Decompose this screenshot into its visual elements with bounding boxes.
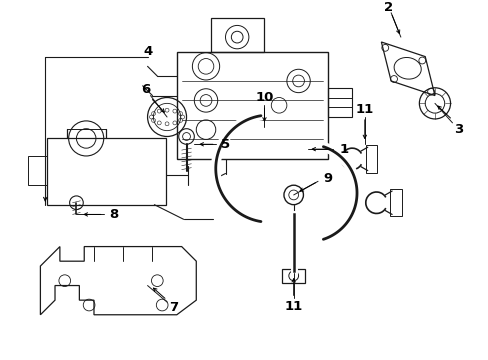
- Text: 9: 9: [323, 172, 332, 185]
- Text: 11: 11: [355, 103, 373, 116]
- Text: 5: 5: [221, 138, 229, 151]
- Text: 2: 2: [383, 1, 392, 14]
- Text: 4: 4: [142, 45, 152, 58]
- Text: 8: 8: [109, 208, 118, 221]
- Bar: [327, 88, 351, 117]
- Bar: [210, 18, 264, 52]
- Bar: [28, 156, 47, 185]
- Text: 10: 10: [255, 91, 273, 104]
- Text: 7: 7: [169, 301, 178, 314]
- Bar: [47, 139, 166, 205]
- Text: 1: 1: [339, 143, 348, 156]
- Bar: [365, 145, 377, 172]
- Bar: [389, 189, 401, 216]
- Text: 3: 3: [453, 123, 462, 136]
- Text: 11: 11: [284, 300, 302, 312]
- Bar: [282, 269, 305, 283]
- Bar: [177, 52, 327, 159]
- Text: 6: 6: [141, 83, 150, 96]
